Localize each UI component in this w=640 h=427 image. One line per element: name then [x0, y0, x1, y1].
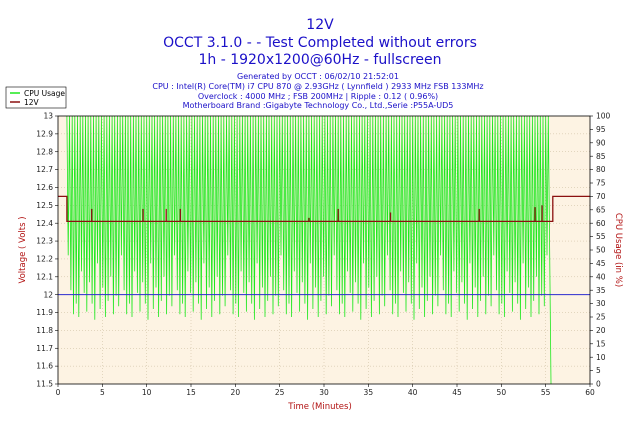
info-generated: Generated by OCCT : 06/02/10 21:52:01 [237, 72, 399, 81]
y2-tick-label: 50 [596, 246, 606, 255]
x-tick-label: 35 [364, 388, 374, 397]
y2-tick-label: 20 [596, 326, 606, 335]
y2-tick-label: 85 [596, 152, 606, 161]
x-tick-label: 40 [408, 388, 418, 397]
y-tick-label: 12.4 [36, 219, 53, 228]
voltage-series-12v [58, 195, 590, 223]
y-axis-ticks: 11.5 11.6 11.7 11.8 11.9 12 12.1 12.2 12.3 12.4 12… [36, 112, 58, 389]
y2-tick-label: 30 [596, 299, 606, 308]
y2-tick-label: 90 [596, 138, 606, 147]
y-tick-label: 12.2 [36, 255, 53, 264]
y-tick-label: 11.7 [36, 344, 53, 353]
x-tick-label: 10 [142, 388, 152, 397]
y-tick-label: 12.3 [36, 237, 53, 246]
y-axis-label: Voltage ( Volts ) [18, 216, 28, 283]
y-tick-label: 11.6 [36, 362, 53, 371]
legend-label-volt: 12V [24, 98, 40, 107]
x-tick-label: 20 [231, 388, 241, 397]
y2-axis-ticks: 0 5 10 15 20 25 30 35 40 45 50 55 60 65 70 75 80 85 90 95 10… [590, 112, 611, 389]
y-tick-label: 11.8 [36, 326, 53, 335]
y2-tick-label: 100 [596, 112, 611, 121]
y-tick-label: 11.9 [36, 308, 53, 317]
x-tick-label: 45 [452, 388, 462, 397]
y-tick-label: 12.7 [36, 165, 53, 174]
legend-label-cpu: CPU Usage [24, 89, 65, 98]
legend: CPU Usage 12V [5, 86, 67, 109]
y2-tick-label: 65 [596, 205, 606, 214]
y2-tick-label: 55 [596, 232, 606, 241]
cpu-usage-line [66, 115, 552, 385]
info-motherboard: Motherboard Brand :Gigabyte Technology C… [183, 101, 454, 110]
y2-tick-label: 0 [596, 380, 601, 389]
y-tick-label: 11.5 [36, 380, 53, 389]
x-tick-label: 0 [56, 388, 61, 397]
x-axis-ticks: 0 5 10 15 20 25 30 35 40 45 50 55 60 [56, 384, 595, 397]
y2-tick-label: 75 [596, 179, 606, 188]
y-tick-label: 12.1 [36, 272, 53, 281]
y2-tick-label: 10 [596, 353, 606, 362]
x-tick-label: 60 [585, 388, 595, 397]
y2-axis-label: CPU Usage (in %) [613, 213, 623, 287]
y-tick-label: 13 [43, 112, 53, 121]
chart-subtitle-1: OCCT 3.1.0 - - Test Completed without er… [163, 35, 477, 51]
chart-title: 12V [306, 17, 334, 33]
info-cpu: CPU : Intel(R) Core(TM) i7 CPU 870 @ 2.9… [152, 82, 483, 91]
x-tick-label: 50 [497, 388, 507, 397]
y-tick-label: 12.8 [36, 147, 53, 156]
y-tick-label: 12.6 [36, 183, 53, 192]
y-tick-label: 12.9 [36, 129, 53, 138]
y2-tick-label: 25 [596, 313, 606, 322]
y2-tick-label: 40 [596, 272, 606, 281]
y2-tick-label: 80 [596, 165, 606, 174]
y2-tick-label: 5 [596, 366, 601, 375]
x-tick-label: 25 [275, 388, 285, 397]
cpu-usage-series [66, 115, 552, 385]
y2-tick-label: 70 [596, 192, 606, 201]
chart-subtitle-2: 1h - 1920x1200@60Hz - fullscreen [198, 52, 441, 68]
y2-tick-label: 95 [596, 125, 606, 134]
info-overclock: Overclock : 4000 MHz ; FSB 200MHz | Ripp… [198, 92, 438, 101]
y2-tick-label: 15 [596, 339, 606, 348]
x-tick-label: 5 [100, 388, 105, 397]
x-axis-label: Time (Minutes) [287, 402, 352, 412]
y2-tick-label: 35 [596, 286, 606, 295]
y-tick-label: 12.5 [36, 201, 53, 210]
voltage-spikes [91, 205, 543, 222]
x-tick-label: 15 [186, 388, 196, 397]
legend-box [5, 86, 67, 109]
x-tick-label: 55 [541, 388, 551, 397]
y2-tick-label: 60 [596, 219, 606, 228]
y-tick-label: 12 [43, 290, 53, 299]
y2-tick-label: 45 [596, 259, 606, 268]
x-tick-label: 30 [319, 388, 329, 397]
